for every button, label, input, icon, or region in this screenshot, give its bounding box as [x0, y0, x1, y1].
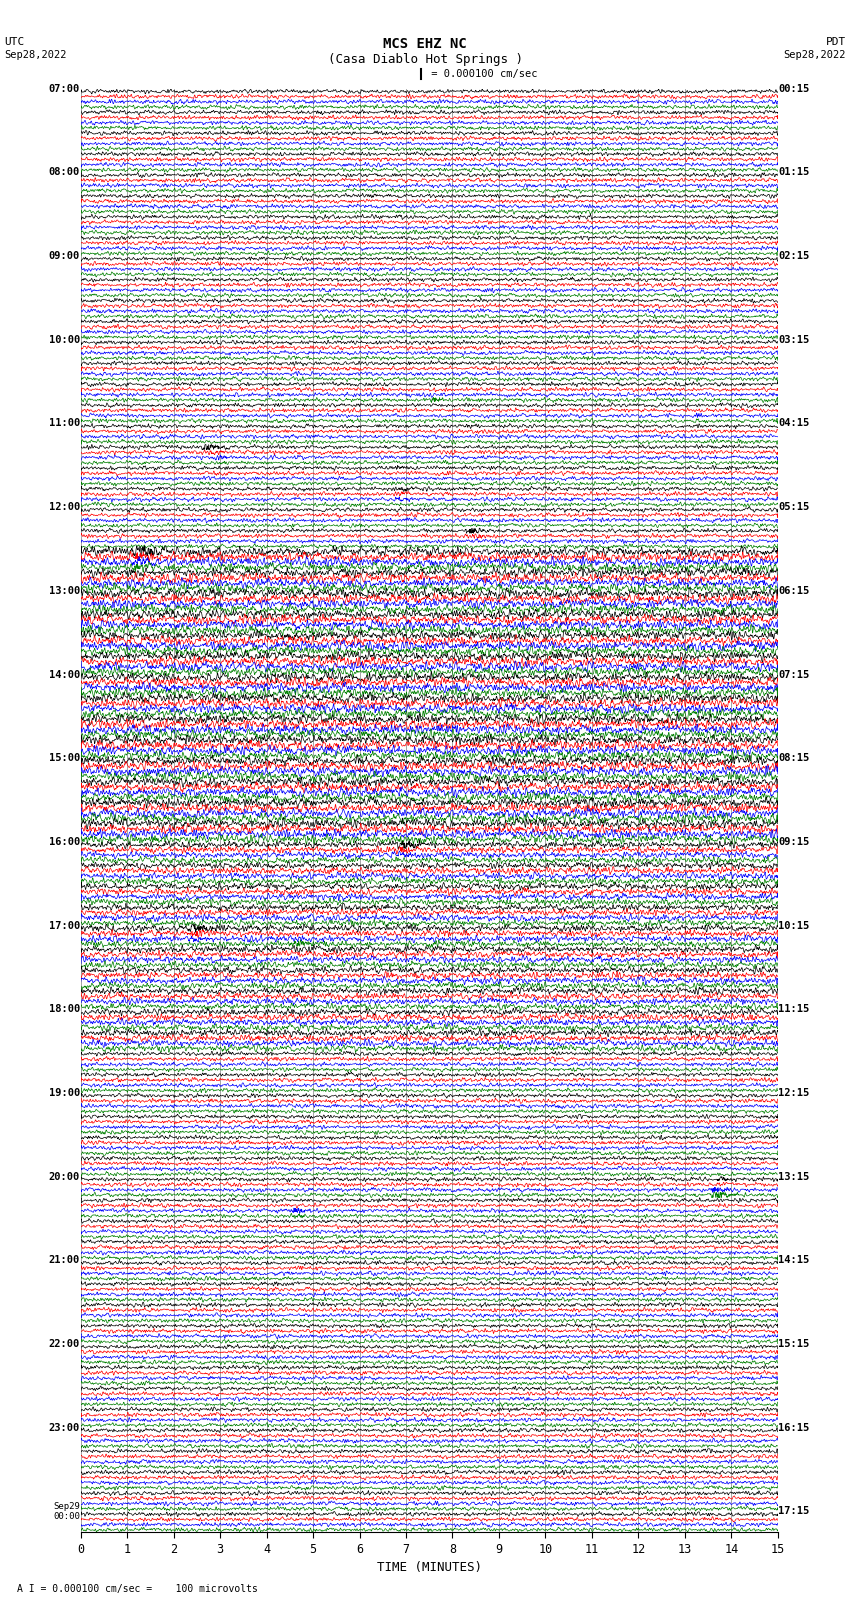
Text: 22:00: 22:00	[48, 1339, 80, 1348]
Text: 15:15: 15:15	[779, 1339, 810, 1348]
Text: 01:15: 01:15	[779, 168, 810, 177]
Text: 05:15: 05:15	[779, 502, 810, 513]
Text: 00:15: 00:15	[779, 84, 810, 94]
Text: 13:15: 13:15	[779, 1171, 810, 1182]
Text: PDT: PDT	[825, 37, 846, 47]
Text: 13:00: 13:00	[48, 586, 80, 595]
Text: 08:15: 08:15	[779, 753, 810, 763]
Text: 20:00: 20:00	[48, 1171, 80, 1182]
Text: Sep29
00:00: Sep29 00:00	[54, 1502, 80, 1521]
Text: 23:00: 23:00	[48, 1423, 80, 1432]
Text: 19:00: 19:00	[48, 1089, 80, 1098]
Text: 06:15: 06:15	[779, 586, 810, 595]
Text: 03:15: 03:15	[779, 336, 810, 345]
Text: 11:00: 11:00	[48, 418, 80, 429]
Text: 14:00: 14:00	[48, 669, 80, 679]
Text: 07:15: 07:15	[779, 669, 810, 679]
Text: Sep28,2022: Sep28,2022	[4, 50, 67, 60]
Text: 11:15: 11:15	[779, 1005, 810, 1015]
Text: 12:15: 12:15	[779, 1089, 810, 1098]
Text: = 0.000100 cm/sec: = 0.000100 cm/sec	[425, 69, 537, 79]
Text: UTC: UTC	[4, 37, 25, 47]
Text: 10:15: 10:15	[779, 921, 810, 931]
Text: 12:00: 12:00	[48, 502, 80, 513]
Text: 09:00: 09:00	[48, 252, 80, 261]
Text: 14:15: 14:15	[779, 1255, 810, 1265]
Text: A I = 0.000100 cm/sec =    100 microvolts: A I = 0.000100 cm/sec = 100 microvolts	[17, 1584, 258, 1594]
Text: 15:00: 15:00	[48, 753, 80, 763]
Text: 17:00: 17:00	[48, 921, 80, 931]
Text: 09:15: 09:15	[779, 837, 810, 847]
Text: 02:15: 02:15	[779, 252, 810, 261]
Text: 10:00: 10:00	[48, 336, 80, 345]
Text: (Casa Diablo Hot Springs ): (Casa Diablo Hot Springs )	[327, 53, 523, 66]
Text: 17:15: 17:15	[779, 1507, 810, 1516]
Text: Sep28,2022: Sep28,2022	[783, 50, 846, 60]
X-axis label: TIME (MINUTES): TIME (MINUTES)	[377, 1561, 482, 1574]
Text: 08:00: 08:00	[48, 168, 80, 177]
Text: 21:00: 21:00	[48, 1255, 80, 1265]
Text: 18:00: 18:00	[48, 1005, 80, 1015]
Text: 16:15: 16:15	[779, 1423, 810, 1432]
Text: 04:15: 04:15	[779, 418, 810, 429]
Text: 07:00: 07:00	[48, 84, 80, 94]
Text: MCS EHZ NC: MCS EHZ NC	[383, 37, 467, 52]
Text: 16:00: 16:00	[48, 837, 80, 847]
